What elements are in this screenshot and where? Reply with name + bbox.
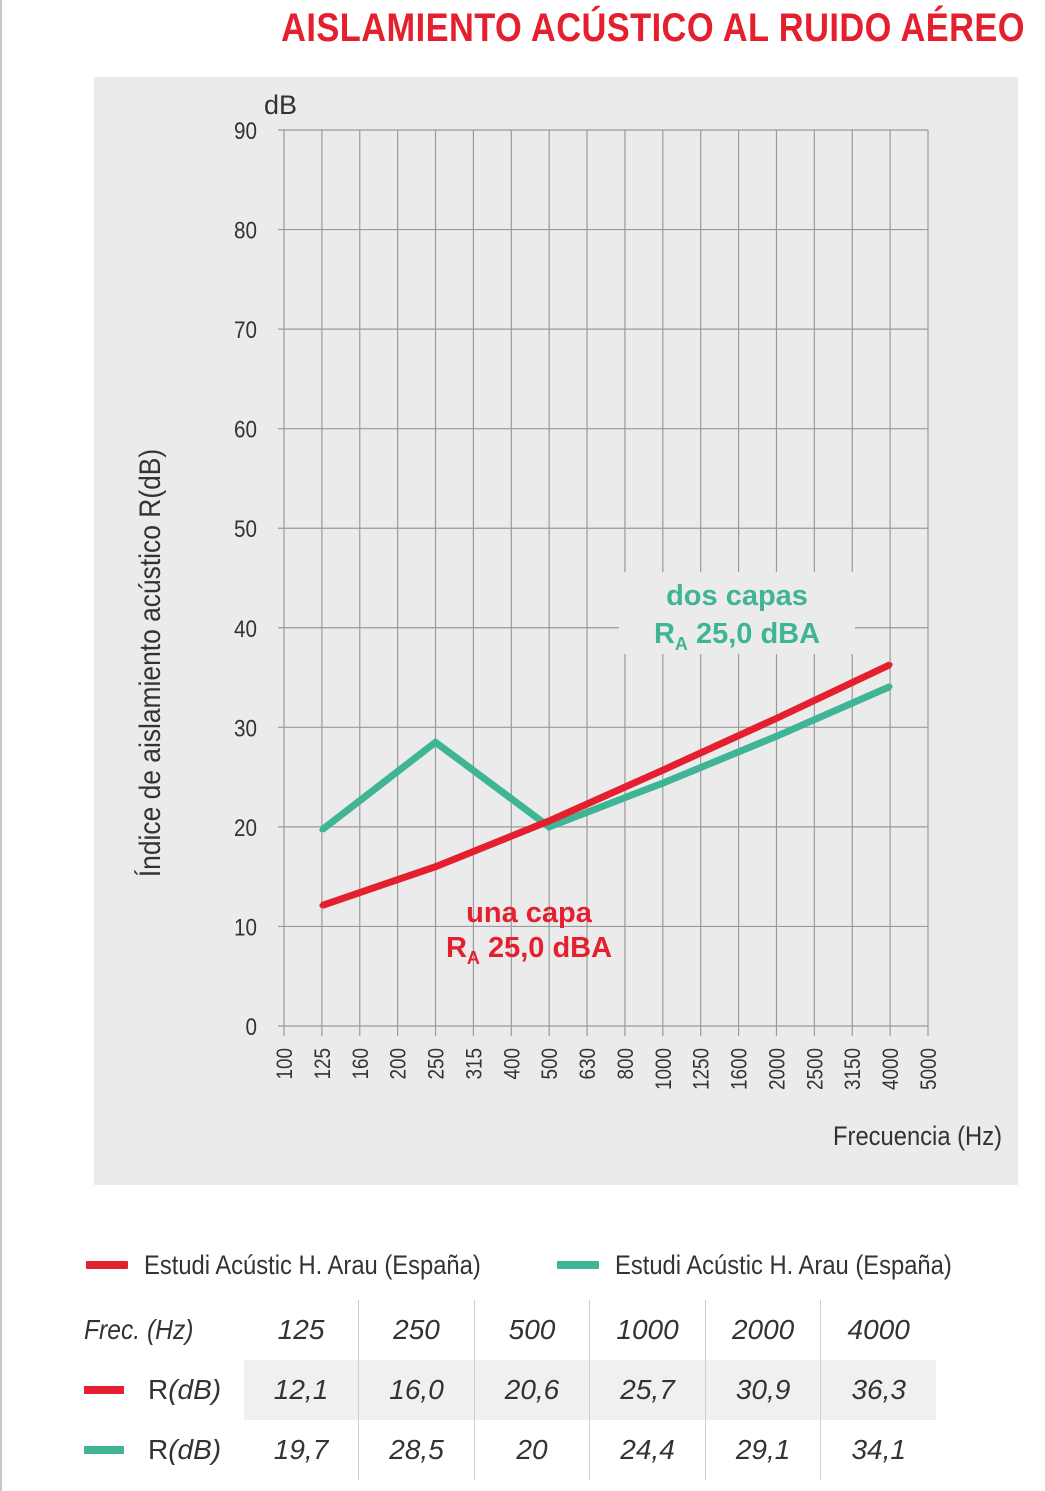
table-header-label: Frec. (Hz)	[84, 1314, 194, 1345]
data-point-dos	[319, 827, 325, 833]
data-point-dos	[660, 780, 666, 786]
y-tick-label: 60	[234, 416, 257, 443]
x-tick-label: 500	[538, 1048, 563, 1080]
table-cell: 16,0	[358, 1360, 475, 1420]
legend-swatch-teal	[557, 1261, 599, 1269]
x-tick-label: 250	[424, 1048, 449, 1080]
legend-item-teal: Estudi Acústic H. Arau (España)	[557, 1247, 998, 1283]
line-chart: 0 10 20 30 40 50 60 70 80 90 dB Índice de aislamien…	[132, 90, 1002, 1152]
data-point-dos	[887, 684, 893, 690]
y-tick-label: 70	[234, 317, 257, 344]
x-tick-label: 1600	[727, 1048, 752, 1090]
y-tick-label: 0	[246, 1014, 257, 1041]
x-tick-label: 800	[614, 1048, 639, 1080]
x-tick-label: 1250	[689, 1048, 714, 1090]
annotation-bg	[619, 572, 855, 654]
series-line-una	[320, 661, 892, 909]
annotation-dos-title: dos capas	[666, 580, 808, 612]
table-freq: 4000	[820, 1300, 936, 1360]
series-line-dos	[319, 683, 892, 833]
table-cell: 28,5	[358, 1420, 475, 1480]
y-tick-label: 10	[234, 914, 257, 941]
x-tick-label: 125	[311, 1048, 336, 1080]
y-tick-label: 90	[234, 118, 257, 145]
data-point-una	[773, 715, 779, 721]
left-border-line	[0, 0, 2, 1491]
data-point-una	[887, 662, 893, 668]
annotation-dos-value: RA 25,0 dBA	[654, 618, 820, 654]
data-point-una	[546, 818, 552, 824]
data-point-una	[319, 903, 325, 909]
legend-swatch-red	[86, 1261, 128, 1269]
y-tick-label: 40	[234, 615, 257, 642]
y-axis-title: Índice de aislamiento acústico R(dB)	[132, 449, 166, 877]
row-swatch-red	[84, 1386, 124, 1394]
x-tick-label: 2000	[765, 1048, 790, 1090]
x-tick-label: 630	[576, 1048, 601, 1080]
table-header-row: Frec. (Hz) 125 250 500 1000 2000 4000	[84, 1300, 936, 1360]
table-freq: 250	[358, 1300, 475, 1360]
data-point-una	[660, 767, 666, 773]
table-row-label-red: R(dB)	[84, 1360, 244, 1420]
data-point-dos	[773, 733, 779, 739]
table-cell: 25,7	[589, 1360, 706, 1420]
y-tick-label: 50	[234, 516, 257, 543]
data-point-una	[433, 864, 439, 870]
chart-panel	[94, 77, 1018, 1185]
table-freq: 2000	[704, 1300, 821, 1360]
table-freq: 500	[473, 1300, 590, 1360]
legend-label-teal: Estudi Acústic H. Arau (España)	[615, 1249, 952, 1280]
table-row-red: R(dB) 12,1 16,0 20,6 25,7 30,9 36,3	[84, 1360, 936, 1420]
x-tick-label: 4000	[879, 1048, 904, 1090]
x-tick-label: 400	[500, 1048, 525, 1080]
table-cell: 36,3	[820, 1360, 936, 1420]
y-tick-label: 80	[234, 217, 257, 244]
x-tick-label: 3150	[841, 1048, 866, 1090]
y-tick-label: 30	[234, 715, 257, 742]
x-tick-label: 2500	[803, 1048, 828, 1090]
x-tick-label: 200	[386, 1048, 411, 1080]
table-cell: 19,7	[273, 1434, 329, 1465]
data-point-dos	[546, 824, 552, 830]
table-cell: 30,9	[704, 1360, 821, 1420]
table-cell: 20,6	[473, 1360, 590, 1420]
legend-label-red: Estudi Acústic H. Arau (España)	[144, 1249, 481, 1280]
annotation-una-title: una capa	[466, 897, 593, 929]
y-unit-label: dB	[264, 90, 297, 120]
x-tick-label: 1000	[652, 1048, 677, 1090]
annotation-una-value: RA 25,0 dBA	[446, 932, 612, 968]
chart-title: AISLAMIENTO ACÚSTICO AL RUIDO AÉREO	[281, 6, 1025, 50]
table-row-teal: R(dB) 19,7 28,5 20 24,4 29,1 34,1	[84, 1420, 936, 1480]
x-tick-label: 100	[273, 1048, 298, 1080]
table-cell: 24,4	[589, 1420, 706, 1480]
x-tick-label: 160	[348, 1048, 373, 1080]
table-cell: 34,1	[820, 1420, 936, 1480]
x-tick-label: 315	[462, 1048, 487, 1080]
row-swatch-teal	[84, 1446, 124, 1454]
table-cell: 12,1	[243, 1360, 359, 1420]
x-tick-label: 5000	[917, 1048, 942, 1090]
table-cell: 20	[473, 1420, 590, 1480]
legend-item-red: Estudi Acústic H. Arau (España)	[86, 1247, 527, 1283]
data-table: Frec. (Hz) 125 250 500 1000 2000 4000 R(…	[84, 1300, 936, 1480]
table-cell: 29,1	[704, 1420, 821, 1480]
data-point-dos	[433, 739, 439, 745]
table-freq: 125	[277, 1314, 325, 1345]
table-freq: 1000	[589, 1300, 706, 1360]
y-tick-label: 20	[234, 814, 257, 841]
table-row-label-teal: R(dB)	[84, 1420, 244, 1480]
x-axis-title: Frecuencia (Hz)	[833, 1122, 1002, 1152]
